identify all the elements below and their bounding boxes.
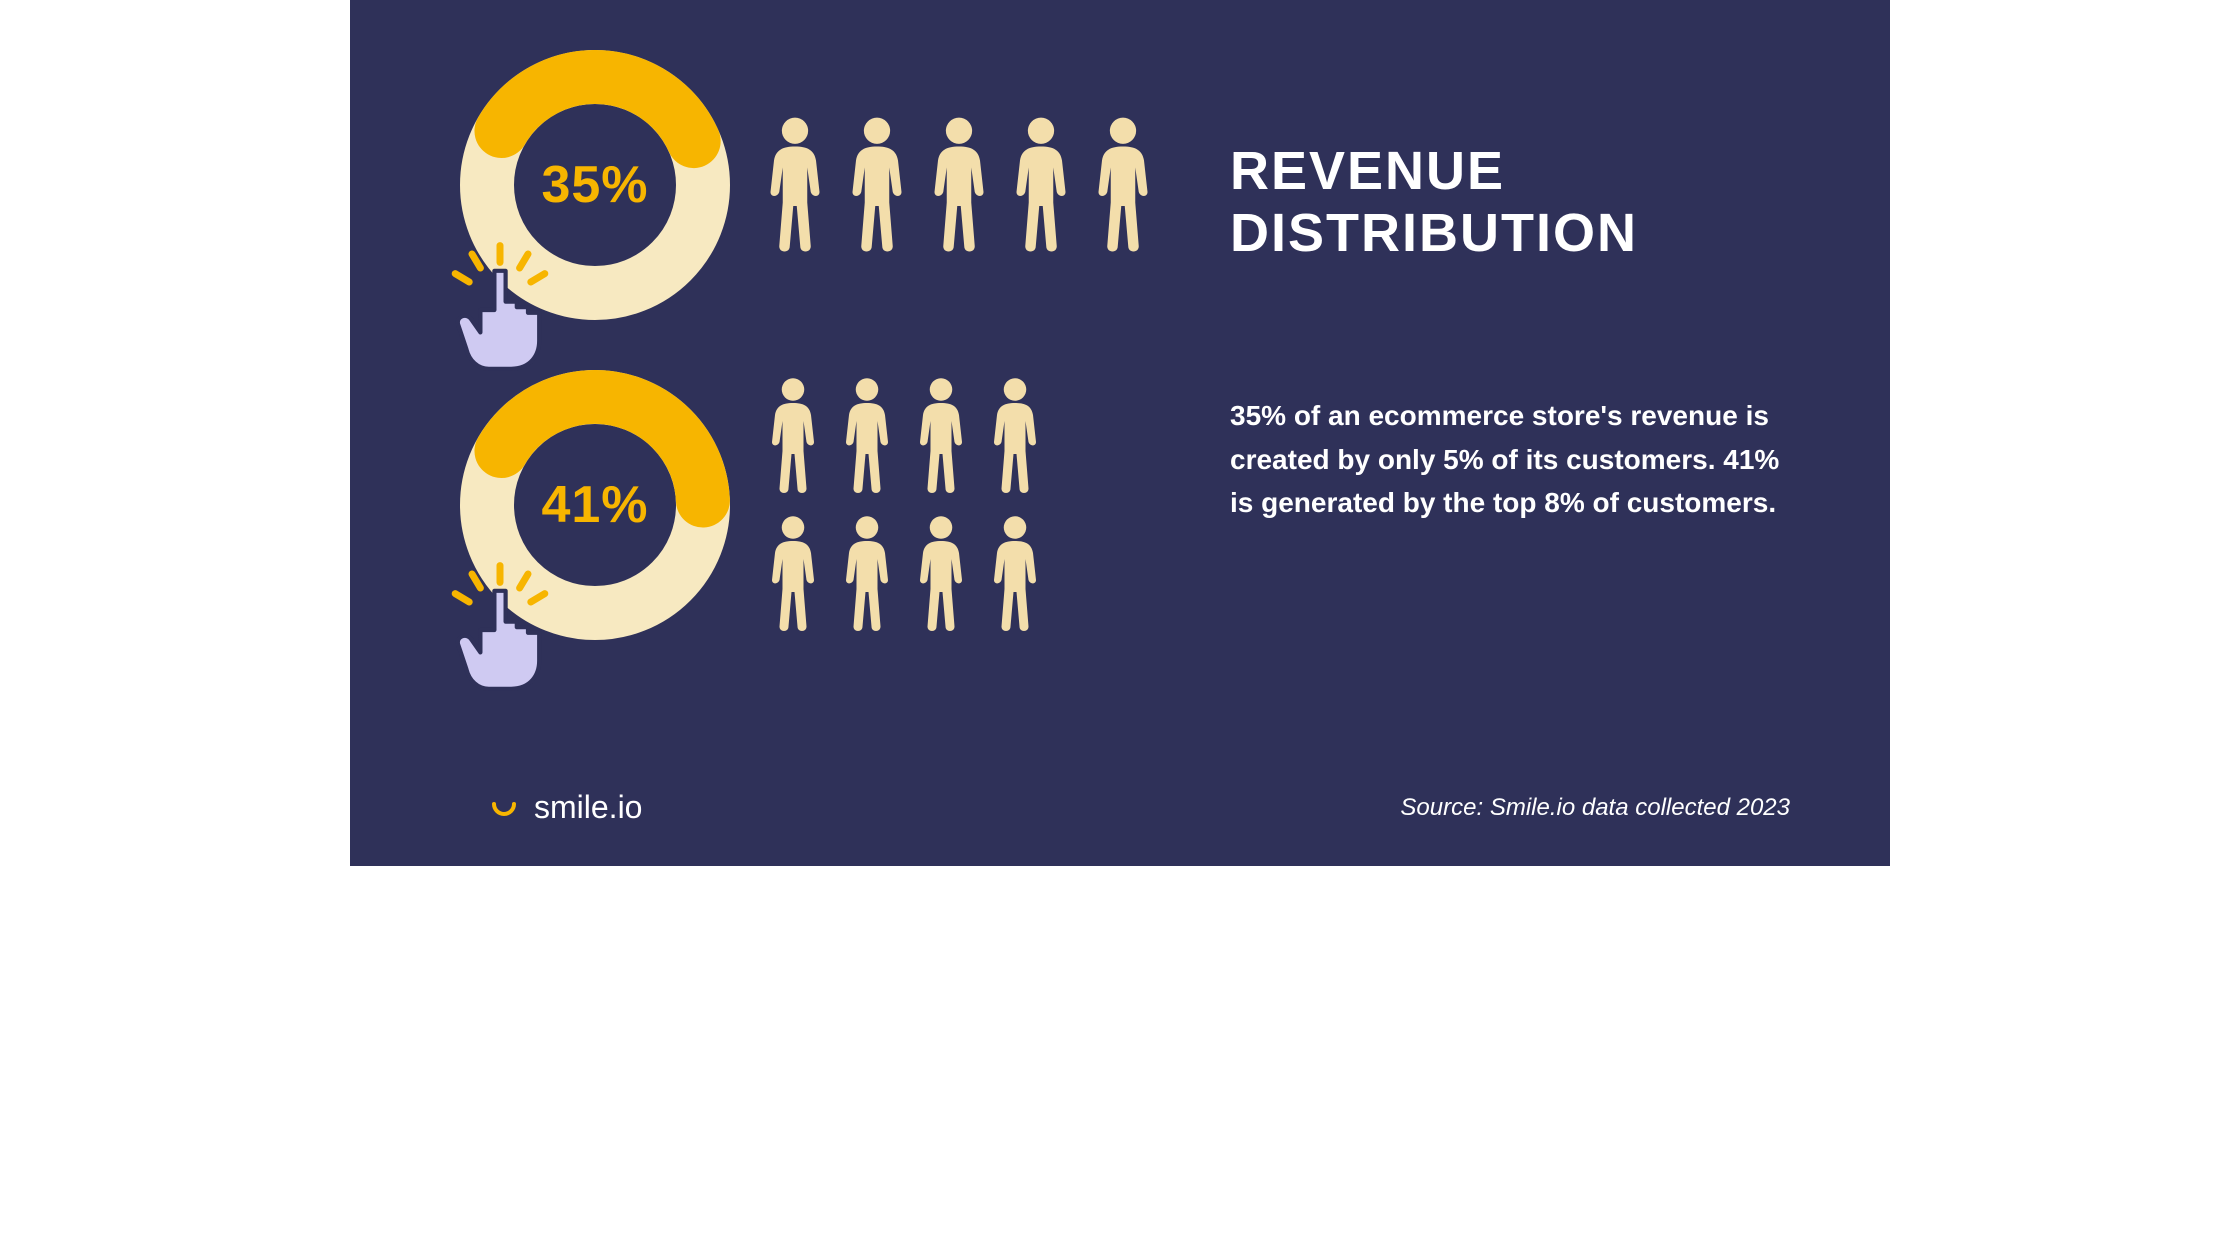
headline: REVENUE DISTRIBUTION xyxy=(1230,140,1790,264)
person-icon xyxy=(760,514,826,634)
stat-row-1: 35% xyxy=(460,50,1160,320)
donut-35: 35% xyxy=(460,50,730,320)
right-column: REVENUE DISTRIBUTION 35% of an ecommerce… xyxy=(1230,140,1790,524)
left-column: 35% 41% xyxy=(460,50,1160,690)
person-icon xyxy=(760,115,830,255)
headline-line-2: DISTRIBUTION xyxy=(1230,202,1790,264)
person-icon xyxy=(982,376,1048,496)
person-icon xyxy=(982,514,1048,634)
footer: smile.io Source: Smile.io data collected… xyxy=(350,789,1890,826)
donut-41: 41% xyxy=(460,370,730,640)
source-text: Smile.io data collected 2023 xyxy=(1490,794,1790,821)
person-icon xyxy=(1006,115,1076,255)
brand-name: smile.io xyxy=(534,789,642,826)
person-icon xyxy=(834,514,900,634)
source-prefix: Source: xyxy=(1400,794,1489,821)
body-copy: 35% of an ecommerce store's revenue is c… xyxy=(1230,394,1790,524)
person-icon xyxy=(1088,115,1158,255)
headline-line-1: REVENUE xyxy=(1230,140,1790,202)
stat-row-2: 41% xyxy=(460,370,1160,640)
pointer-cursor-icon xyxy=(430,240,570,380)
people-group-5 xyxy=(760,115,1158,255)
person-icon xyxy=(924,115,994,255)
person-icon xyxy=(842,115,912,255)
brand-logo: smile.io xyxy=(490,789,642,826)
infographic-card: 35% 41% REVENUE DISTRIBUTION 35% of an e xyxy=(350,0,1890,866)
person-icon xyxy=(908,376,974,496)
person-icon xyxy=(834,376,900,496)
source-attribution: Source: Smile.io data collected 2023 xyxy=(1400,794,1790,822)
person-icon xyxy=(908,514,974,634)
pointer-cursor-icon xyxy=(430,560,570,700)
smile-icon xyxy=(490,794,518,822)
people-group-8 xyxy=(760,376,1048,634)
person-icon xyxy=(760,376,826,496)
